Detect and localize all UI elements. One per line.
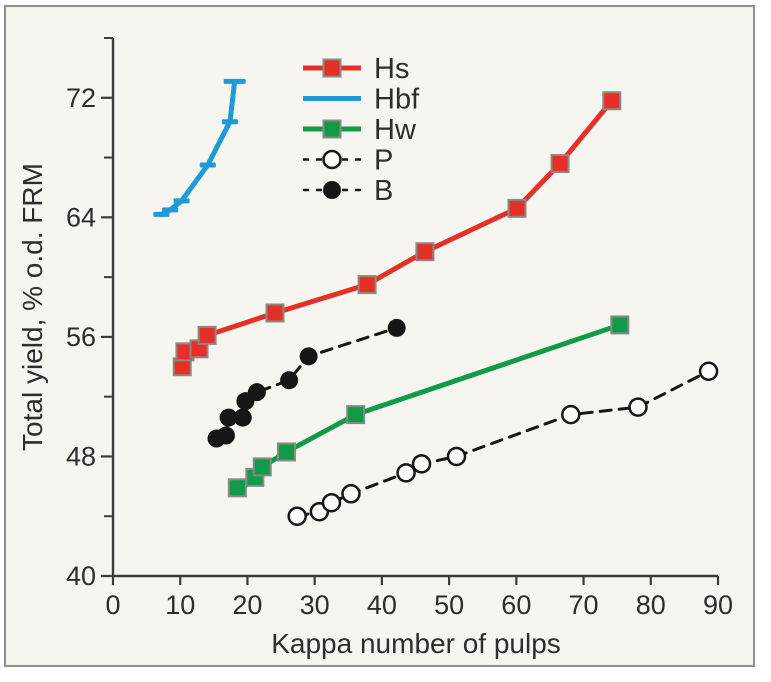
square-marker-icon [322,119,342,139]
open-circle-marker-icon [698,361,719,382]
x-tick-label: 20 [232,590,262,620]
legend-label: Hbf [374,84,420,116]
legend-item-P: P [303,145,393,177]
series-P [287,361,719,526]
y-tick-label: 40 [66,561,96,591]
square-marker-icon [265,303,285,323]
x-tick-label: 30 [300,590,330,620]
dash-marker-icon [324,96,340,101]
filled-circle-marker-icon [233,408,252,427]
square-marker-icon [276,442,296,462]
x-tick-label: 80 [636,590,666,620]
filled-circle-marker-icon [299,347,318,366]
legend-item-Hs: Hs [303,53,409,85]
dash-marker-icon [223,78,246,84]
x-axis-title: Kappa number of pulps [271,628,561,659]
x-tick-label: 10 [165,590,195,620]
plot-area [153,78,719,526]
square-marker-icon [610,315,630,335]
y-tick-label: 72 [66,83,96,113]
square-marker-icon [357,275,377,295]
open-circle-marker-icon [341,484,361,504]
series-Hw [227,315,630,498]
x-tick-label: 0 [105,590,120,620]
legend-label: B [374,175,393,207]
open-circle-marker-icon [446,446,467,467]
square-marker-icon [252,457,272,477]
y-tick-label: 48 [66,441,96,471]
square-marker-icon [197,325,217,345]
legend-item-Hw: Hw [303,114,417,146]
square-marker-icon [602,91,622,111]
series-Hs [172,91,622,377]
open-circle-marker-icon [287,506,307,526]
figure-frame [4,5,755,667]
open-circle-marker-icon [561,404,581,425]
square-marker-icon [227,478,247,498]
x-tick-label: 90 [703,590,733,620]
x-tick-label: 60 [501,590,531,620]
square-marker-icon [550,154,570,174]
open-circle-marker-icon [322,149,342,170]
dash-marker-icon [173,198,190,204]
legend-label: P [374,145,393,177]
dash-marker-icon [153,211,170,217]
legend-item-Hbf: Hbf [303,84,420,116]
axes: 40 48 56 64 72 0 10 20 30 40 50 60 70 80 90 [66,37,733,620]
filled-circle-marker-icon [219,408,238,427]
square-marker-icon [507,198,527,218]
y-axis-title: Total yield, % o.d. FRM [17,163,48,451]
square-marker-icon [346,405,366,425]
dash-marker-icon [162,207,179,213]
square-marker-icon [415,242,435,262]
filled-circle-marker-icon [323,181,341,199]
dash-marker-icon [221,119,238,125]
open-circle-marker-icon [411,454,432,474]
x-tick-label: 50 [434,590,464,620]
open-circle-marker-icon [628,397,648,417]
filled-circle-marker-icon [387,318,406,337]
x-tick-label: 70 [569,590,599,620]
series-line [158,78,238,217]
legend-label: Hw [374,114,417,146]
filled-circle-marker-icon [247,383,266,402]
square-marker-icon [322,58,342,78]
y-tick-label: 64 [66,202,96,232]
x-tick-label: 40 [367,590,397,620]
y-tick-label: 56 [66,322,96,352]
legend-item-B: B [303,175,393,207]
legend-label: Hs [374,53,409,85]
open-circle-marker-icon [396,463,416,483]
filled-circle-marker-icon [216,426,235,445]
series-Hbf [153,78,246,217]
filled-circle-marker-icon [280,371,299,390]
open-circle-marker-icon [321,493,342,513]
series-B [207,318,406,448]
dash-marker-icon [199,162,216,168]
